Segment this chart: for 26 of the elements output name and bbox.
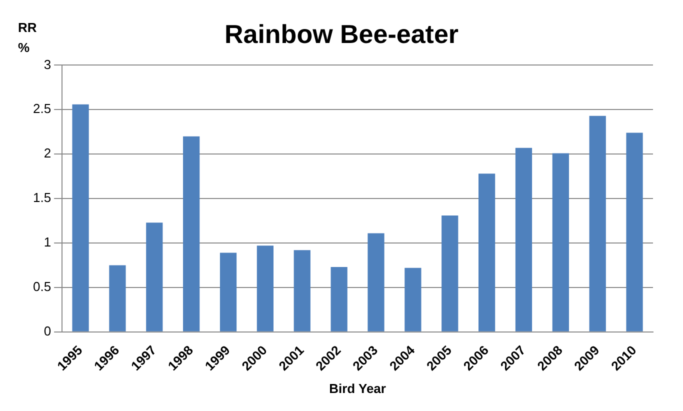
y-tick-label: 2.5: [32, 101, 52, 116]
bar: [589, 116, 606, 332]
y-tick-label: 0.5: [32, 279, 52, 294]
chart-title: Rainbow Bee-eater: [224, 18, 459, 49]
bar: [220, 252, 237, 332]
x-axis-title: Bird Year: [329, 380, 386, 396]
bar: [330, 267, 348, 332]
y-tick-label: 3: [44, 56, 52, 72]
bar: [294, 250, 310, 332]
bar: [183, 136, 200, 332]
bar: [442, 215, 458, 332]
bar: [72, 104, 89, 332]
bar: [146, 222, 163, 332]
y-axis-title: RR %: [18, 19, 38, 57]
bar: [626, 132, 643, 332]
bar: [404, 268, 422, 332]
bar: [109, 265, 126, 332]
bar: [552, 153, 569, 332]
y-tick-label: 2: [44, 146, 52, 161]
bar: [368, 233, 384, 332]
y-tick-label: 0: [44, 324, 52, 338]
bar: [256, 246, 274, 332]
bar: [515, 148, 532, 332]
bar: [478, 174, 496, 332]
y-tick-label: 1: [44, 234, 52, 250]
y-tick-label: 1.5: [32, 190, 52, 206]
